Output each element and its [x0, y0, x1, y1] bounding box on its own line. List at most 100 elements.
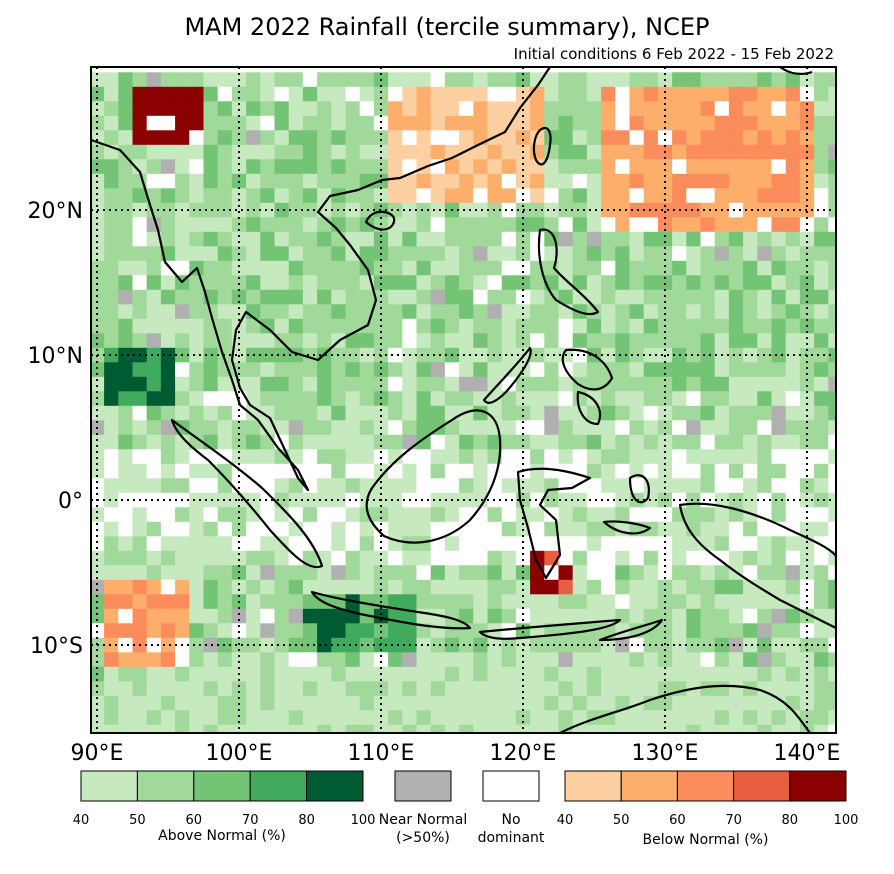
grid-cell — [828, 608, 836, 624]
grid-cell — [771, 347, 787, 363]
grid-cell — [686, 173, 702, 189]
grid-cell — [359, 130, 375, 146]
grid-cell — [530, 463, 545, 479]
grid-cell — [459, 115, 474, 131]
grid-cell — [643, 376, 659, 392]
grid-cell — [189, 246, 205, 262]
grid-cell — [757, 623, 773, 639]
grid-cell — [217, 376, 233, 392]
grid-cell — [487, 608, 503, 624]
grid-cell — [558, 144, 574, 160]
grid-cell — [572, 536, 588, 552]
grid-cell — [629, 376, 645, 392]
grid-cell — [700, 304, 716, 320]
grid-cell — [700, 144, 716, 160]
grid-cell — [601, 594, 616, 610]
grid-cell — [430, 260, 446, 276]
grid-cell — [246, 681, 261, 697]
grid-cell — [160, 637, 176, 653]
grid-cell — [317, 507, 332, 523]
grid-cell — [785, 681, 801, 697]
grid-cell — [629, 115, 645, 131]
grid-cell — [359, 246, 375, 262]
grid-cell — [388, 101, 403, 117]
grid-cell — [558, 681, 574, 697]
grid-cell — [302, 405, 318, 421]
grid-cell — [317, 710, 332, 726]
grid-cell — [345, 681, 361, 697]
grid-cell — [288, 72, 304, 88]
grid-cell — [487, 681, 503, 697]
grid-cell — [586, 478, 602, 494]
grid-cell — [828, 101, 836, 117]
grid-cell — [771, 333, 787, 349]
grid-cell — [728, 579, 744, 595]
grid-cell — [359, 115, 375, 131]
grid-cell — [160, 521, 176, 537]
grid-cell — [601, 405, 616, 421]
grid-cell — [601, 275, 616, 291]
grid-cell — [799, 463, 815, 479]
grid-cell — [217, 478, 233, 494]
grid-cell — [373, 536, 389, 552]
grid-cell — [345, 579, 361, 595]
grid-cell — [473, 260, 489, 276]
grid-cell — [430, 347, 446, 363]
grid-cell — [132, 710, 148, 726]
grid-cell — [459, 260, 474, 276]
grid-cell — [515, 608, 531, 624]
grid-cell — [814, 391, 829, 407]
grid-cell — [487, 86, 503, 102]
grid-cell — [416, 420, 432, 436]
grid-cell — [743, 521, 758, 537]
grid-cell — [828, 652, 836, 668]
grid-cell — [629, 246, 645, 262]
grid-cell — [515, 86, 531, 102]
grid-cell — [189, 362, 205, 378]
grid-cell — [572, 231, 588, 247]
grid-cell — [601, 231, 616, 247]
grid-cell — [260, 652, 276, 668]
grid-cell — [771, 420, 787, 436]
grid-cell — [417, 739, 432, 754]
grid-cell — [459, 86, 474, 102]
grid-cell — [814, 188, 829, 204]
grid-cell — [672, 173, 687, 189]
grid-cell — [615, 449, 631, 465]
grid-cell — [146, 463, 162, 479]
legend-none-swatch — [482, 770, 540, 802]
grid-cell — [743, 492, 758, 508]
grid-cell — [345, 86, 361, 102]
grid-cell — [473, 347, 489, 363]
grid-cell — [686, 217, 702, 233]
grid-cell — [260, 347, 276, 363]
grid-cell — [402, 463, 418, 479]
grid-cell — [189, 130, 205, 146]
grid-cell — [728, 173, 744, 189]
grid-cell — [572, 434, 588, 450]
grid-cell — [288, 623, 304, 639]
grid-cell — [544, 710, 560, 726]
grid-cell — [501, 347, 517, 363]
grid-cell — [274, 72, 290, 88]
grid-cell — [345, 289, 361, 305]
grid-cell — [260, 217, 276, 233]
grid-cell — [359, 594, 375, 610]
grid-cell — [189, 724, 205, 733]
grid-cell — [686, 101, 702, 117]
grid-cell — [601, 246, 616, 262]
grid-cell — [544, 463, 560, 479]
grid-cell — [459, 739, 474, 754]
grid-cell — [558, 449, 574, 465]
grid-cell — [657, 579, 673, 595]
grid-cell — [189, 202, 205, 218]
grid-cell — [345, 434, 361, 450]
grid-cell — [118, 507, 134, 523]
grid-cell — [274, 144, 290, 160]
grid-cell — [160, 347, 176, 363]
grid-cell — [487, 289, 503, 305]
grid-cell — [331, 710, 347, 726]
grid-cell — [586, 144, 602, 160]
legend-above-tick: 50 — [129, 813, 146, 828]
grid-cell — [828, 449, 836, 465]
